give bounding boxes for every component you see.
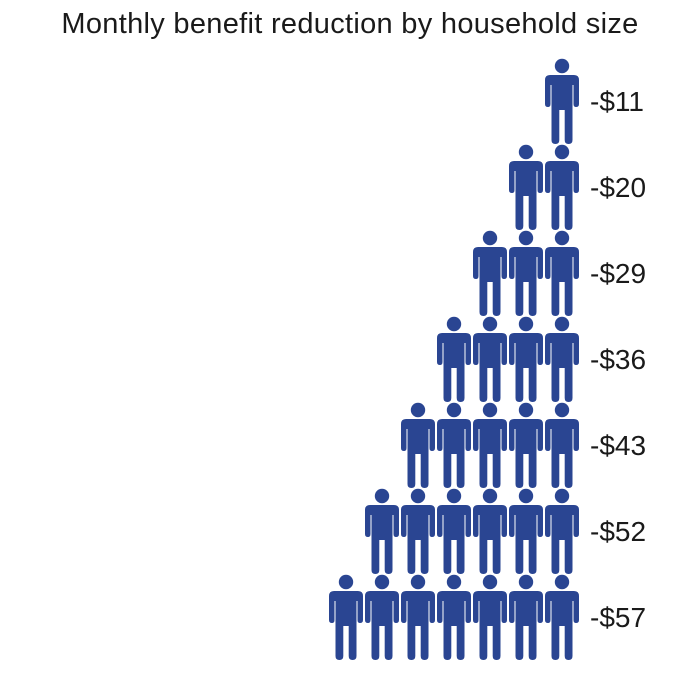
person-icon <box>401 402 435 488</box>
household-row-1: -$11 <box>545 58 644 144</box>
person-icon <box>401 488 435 574</box>
person-icon <box>509 230 543 316</box>
person-icon <box>545 230 579 316</box>
household-row-3: -$29 <box>473 230 646 316</box>
person-icon <box>509 316 543 402</box>
value-label: -$36 <box>590 344 646 375</box>
household-row-7: -$57 <box>329 574 646 660</box>
pictograph-rows: -$11 -$20 -$29 -$36 -$43 -$52 -$57 <box>329 58 646 660</box>
person-icon <box>509 144 543 230</box>
value-label: -$20 <box>590 172 646 203</box>
person-icon <box>509 488 543 574</box>
person-icon <box>545 316 579 402</box>
household-row-5: -$43 <box>401 402 646 488</box>
person-icon <box>545 488 579 574</box>
household-row-4: -$36 <box>437 316 646 402</box>
person-icon <box>437 402 471 488</box>
value-label: -$11 <box>590 86 644 117</box>
value-label: -$29 <box>590 258 646 289</box>
person-icon <box>473 230 507 316</box>
person-icon <box>473 316 507 402</box>
household-row-6: -$52 <box>365 488 646 574</box>
person-icon <box>401 574 435 660</box>
person-icon <box>473 574 507 660</box>
person-icon <box>545 574 579 660</box>
person-icon <box>437 488 471 574</box>
person-icon <box>365 488 399 574</box>
person-icon <box>545 58 579 144</box>
chart-title: Monthly benefit reduction by household s… <box>61 8 639 40</box>
person-icon <box>509 574 543 660</box>
value-label: -$57 <box>590 602 646 633</box>
value-label: -$52 <box>590 516 646 547</box>
person-icon <box>437 574 471 660</box>
person-icon <box>509 402 543 488</box>
household-row-2: -$20 <box>509 144 646 230</box>
person-icon <box>545 402 579 488</box>
person-icon <box>365 574 399 660</box>
person-icon <box>329 574 363 660</box>
person-icon <box>473 488 507 574</box>
person-icon <box>473 402 507 488</box>
value-label: -$43 <box>590 430 646 461</box>
person-icon <box>545 144 579 230</box>
person-icon <box>437 316 471 402</box>
